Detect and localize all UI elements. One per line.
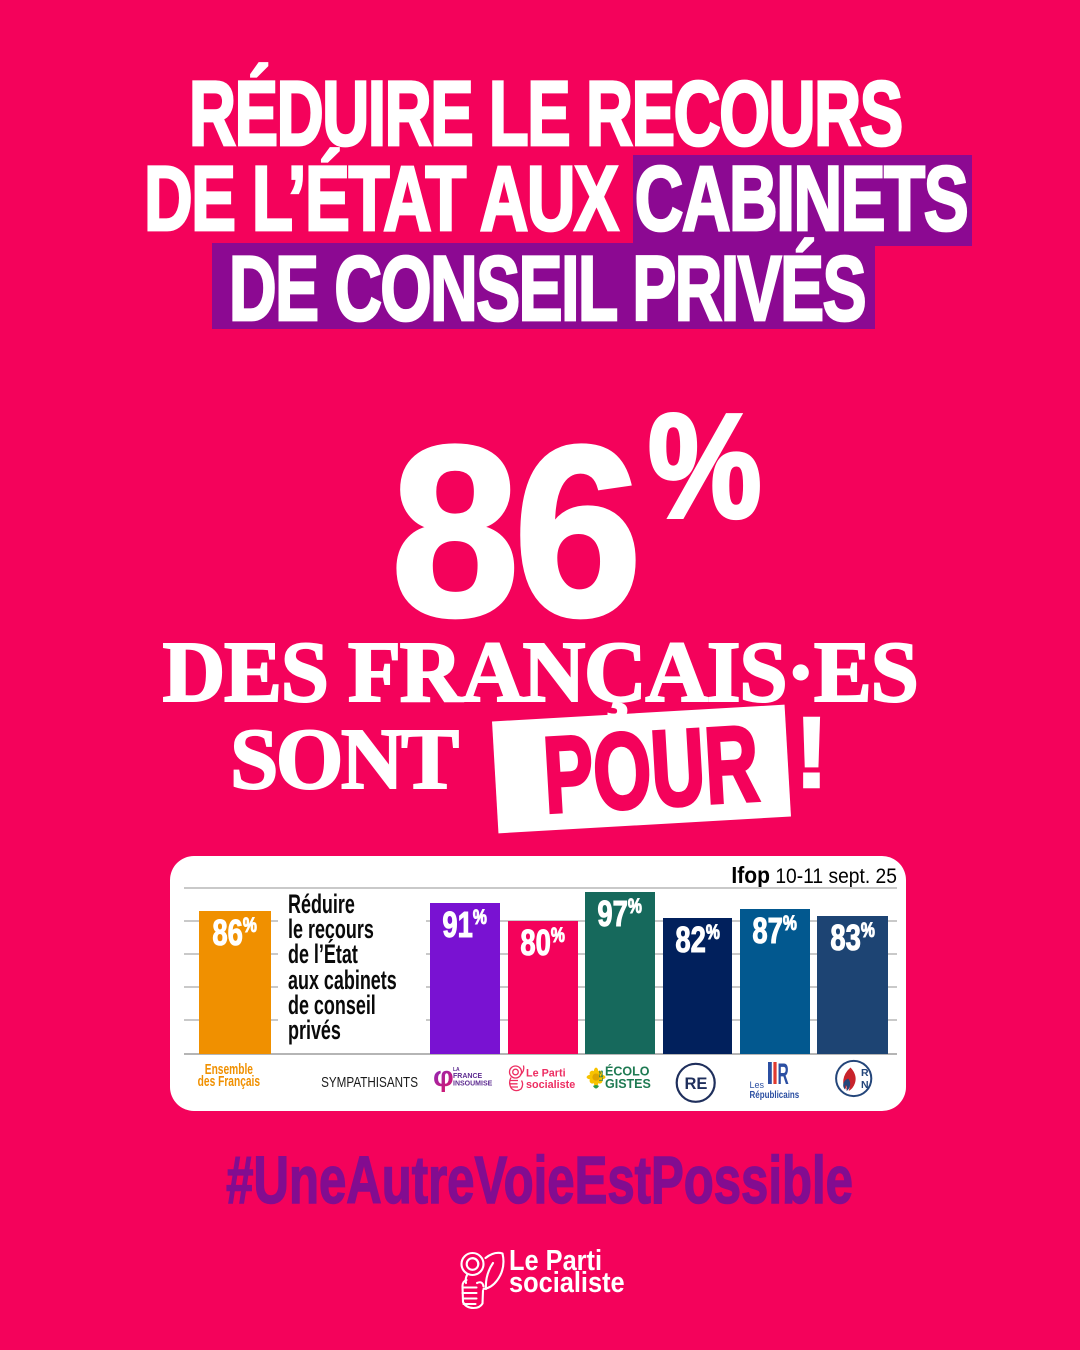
svg-text:LA: LA — [453, 1067, 460, 1073]
svg-text:Le Parti: Le Parti — [526, 1068, 566, 1080]
svg-text:GISTES: GISTES — [605, 1077, 651, 1091]
svg-text:φ: φ — [433, 1062, 454, 1093]
svg-text:RE: RE — [685, 1075, 708, 1093]
svg-text:LES: LES — [599, 1070, 605, 1081]
svg-text:INSOUMISE: INSOUMISE — [453, 1081, 493, 1088]
svg-text:R: R — [861, 1067, 869, 1079]
svg-text:Républicains: Républicains — [750, 1089, 800, 1100]
svg-text:socialiste: socialiste — [526, 1079, 575, 1091]
svg-text:Les: Les — [750, 1080, 765, 1090]
svg-text:ÉCOLO: ÉCOLO — [605, 1064, 650, 1079]
svg-text:N: N — [861, 1079, 869, 1091]
svg-text:R: R — [778, 1060, 789, 1092]
svg-text:FRANCE: FRANCE — [453, 1073, 482, 1080]
